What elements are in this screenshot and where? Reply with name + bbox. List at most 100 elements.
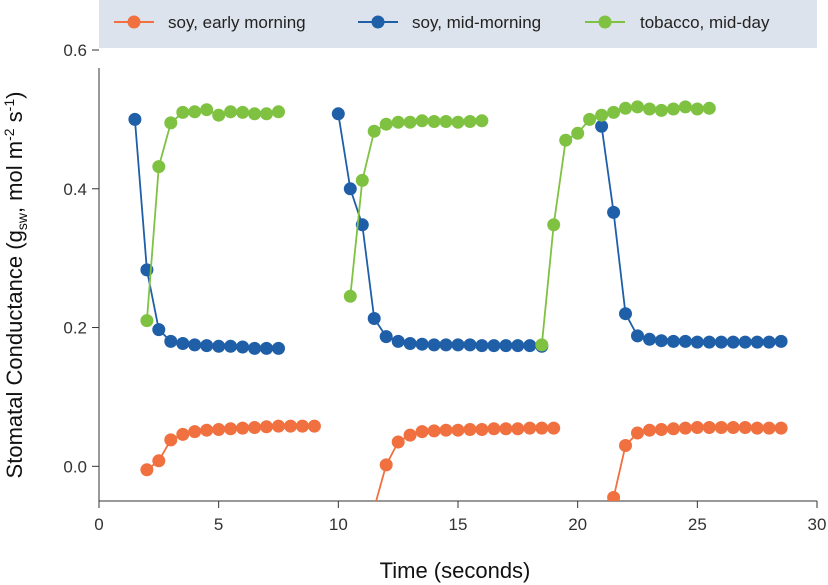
data-point-soy-mid-morning [176,337,190,350]
data-point-tobacco-mid-day [535,338,549,352]
data-point-soy-early-morning [164,433,178,447]
data-point-soy-early-morning [535,421,549,435]
series-line-soy-mid-morning [337,113,542,348]
data-point-tobacco-mid-day [272,105,285,119]
data-point-soy-early-morning [654,423,668,436]
data-point-soy-mid-morning [666,334,680,348]
data-point-tobacco-mid-day [666,102,680,116]
data-point-tobacco-mid-day [583,112,597,126]
data-point-tobacco-mid-day [248,107,262,121]
data-point-soy-early-morning [427,424,441,438]
data-point-soy-early-morning [403,428,417,442]
data-point-soy-mid-morning [475,339,489,353]
data-point-soy-early-morning [307,419,321,433]
data-point-tobacco-mid-day [547,218,561,232]
y-axis-title-superscript: -1 [1,99,17,112]
x-tick-label: 0 [94,515,103,534]
data-point-soy-mid-morning [331,107,345,121]
data-point-soy-early-morning [236,421,250,435]
series-line-tobacco-mid-day [146,108,279,321]
data-point-tobacco-mid-day [690,102,704,116]
legend: soy, early morning soy, mid-morning toba… [99,0,817,48]
data-point-soy-early-morning [511,422,525,436]
x-tick-label: 5 [214,515,223,534]
data-point-tobacco-mid-day [643,102,656,116]
data-point-soy-mid-morning [702,335,716,349]
legend-label-soy-early-morning: soy, early morning [168,13,306,32]
legend-marker-tobacco-mid-day [598,15,612,29]
data-point-soy-early-morning [690,421,704,434]
data-point-tobacco-mid-day [654,103,668,117]
data-point-soy-early-morning [499,422,513,436]
data-point-soy-mid-morning [738,335,752,349]
data-point-soy-mid-morning [212,339,226,353]
data-point-soy-early-morning [607,491,621,501]
legend-marker-soy-mid-morning [371,15,385,29]
data-point-soy-mid-morning [355,218,369,232]
data-point-tobacco-mid-day [595,108,609,122]
y-axis-title: Stomatal Conductance (gsw, mol m-2 s-1) [1,92,30,479]
legend-item-tobacco-mid-day: tobacco, mid-day [585,13,770,32]
data-point-soy-mid-morning [487,339,501,353]
data-point-tobacco-mid-day [427,115,441,128]
data-point-soy-mid-morning [164,334,178,348]
data-point-soy-mid-morning [391,334,405,348]
data-point-soy-early-morning [415,425,429,439]
data-point-soy-mid-morning [750,335,764,349]
data-point-soy-mid-morning [152,323,166,337]
data-point-soy-early-morning [391,435,405,449]
data-point-tobacco-mid-day [176,105,190,119]
data-point-soy-mid-morning [607,205,621,219]
legend-item-soy-mid-morning: soy, mid-morning [358,13,541,32]
data-point-tobacco-mid-day [678,100,692,114]
data-point-soy-early-morning [152,454,166,468]
data-point-soy-early-morning [547,421,561,435]
data-point-tobacco-mid-day [439,115,453,128]
data-point-soy-mid-morning [439,338,453,352]
data-point-soy-mid-morning [499,339,513,353]
data-point-soy-early-morning [738,421,752,434]
data-point-soy-early-morning [762,421,776,435]
data-point-soy-mid-morning [260,341,273,355]
data-point-soy-mid-morning [224,339,238,353]
data-point-soy-early-morning [368,501,381,514]
data-point-soy-mid-morning [714,335,728,349]
data-point-tobacco-mid-day [403,115,417,129]
data-point-soy-mid-morning [631,329,644,343]
series-soy-mid-morning [128,107,788,355]
series-tobacco-mid-day [140,100,716,352]
data-point-soy-early-morning [750,421,764,435]
y-tick-label: 0.4 [63,180,87,199]
data-point-soy-mid-morning [427,338,441,352]
data-point-soy-early-morning [631,426,644,440]
data-point-soy-early-morning [619,439,632,452]
data-point-tobacco-mid-day [200,103,214,117]
data-point-tobacco-mid-day [188,105,202,119]
data-point-tobacco-mid-day [224,105,238,119]
data-point-soy-mid-morning [248,341,262,355]
data-point-tobacco-mid-day [140,314,154,328]
data-point-soy-mid-morning [726,335,740,349]
data-point-soy-mid-morning [200,339,214,353]
y-tick-label: 0.6 [63,41,87,60]
data-point-soy-mid-morning [595,119,609,133]
data-point-tobacco-mid-day [475,114,489,128]
y-axis-title-superscript: -2 [1,128,17,141]
data-point-soy-mid-morning [523,339,537,353]
data-point-soy-mid-morning [451,338,465,352]
series-line-soy-mid-morning [134,119,279,350]
data-point-soy-early-morning [248,421,262,434]
data-point-tobacco-mid-day [343,289,357,303]
data-point-tobacco-mid-day [619,101,632,115]
data-point-soy-early-morning [176,427,190,441]
data-point-soy-early-morning [487,422,501,436]
data-point-soy-early-morning [451,423,465,437]
legend-background [99,0,817,48]
data-point-tobacco-mid-day [152,160,166,174]
data-point-soy-mid-morning [643,332,656,346]
data-point-tobacco-mid-day [236,105,250,119]
legend-label-tobacco-mid-day: tobacco, mid-day [640,13,770,32]
data-point-tobacco-mid-day [379,117,393,131]
data-point-tobacco-mid-day [559,133,573,147]
data-point-tobacco-mid-day [355,173,369,187]
